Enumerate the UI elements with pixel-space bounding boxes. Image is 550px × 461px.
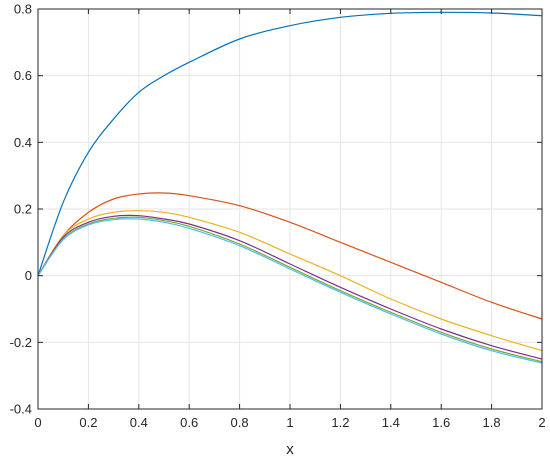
x-tick-label: 1	[286, 415, 293, 430]
x-tick-label: 0	[34, 415, 41, 430]
y-tick-label: -0.4	[10, 402, 32, 417]
y-tick-label: 0	[25, 268, 32, 283]
y-tick-label: -0.2	[10, 335, 32, 350]
x-tick-label: 1.2	[331, 415, 349, 430]
axis-ticks: 0 0.2 0.4 0.6 0.8 1 1.2 1.4 1.6 1.8 2 -0.4 -0.2 0 0.2 0…	[10, 2, 546, 431]
y-tick-label: 0.6	[14, 68, 32, 83]
x-tick-label: 0.4	[130, 415, 148, 430]
x-tick-label: 2	[538, 415, 545, 430]
y-tick-label: 0.4	[14, 135, 32, 150]
x-tick-label: 1.8	[483, 415, 501, 430]
x-tick-label: 1.6	[432, 415, 450, 430]
series-line-1	[37, 11, 543, 276]
series-line-4	[37, 214, 543, 360]
y-tick-label: 0.2	[14, 202, 32, 217]
series-line-2	[37, 192, 543, 320]
x-axis-label: x	[286, 441, 294, 458]
y-tick-label: 0.8	[14, 2, 32, 17]
series-lines	[37, 11, 543, 364]
series-line-5	[37, 216, 543, 363]
x-tick-label: 1.4	[382, 415, 400, 430]
x-tick-label: 0.6	[180, 415, 198, 430]
series-line-3	[37, 210, 543, 352]
x-tick-label: 0.8	[231, 415, 249, 430]
x-tick-label: 0.2	[79, 415, 97, 430]
series-line-6	[37, 218, 543, 364]
